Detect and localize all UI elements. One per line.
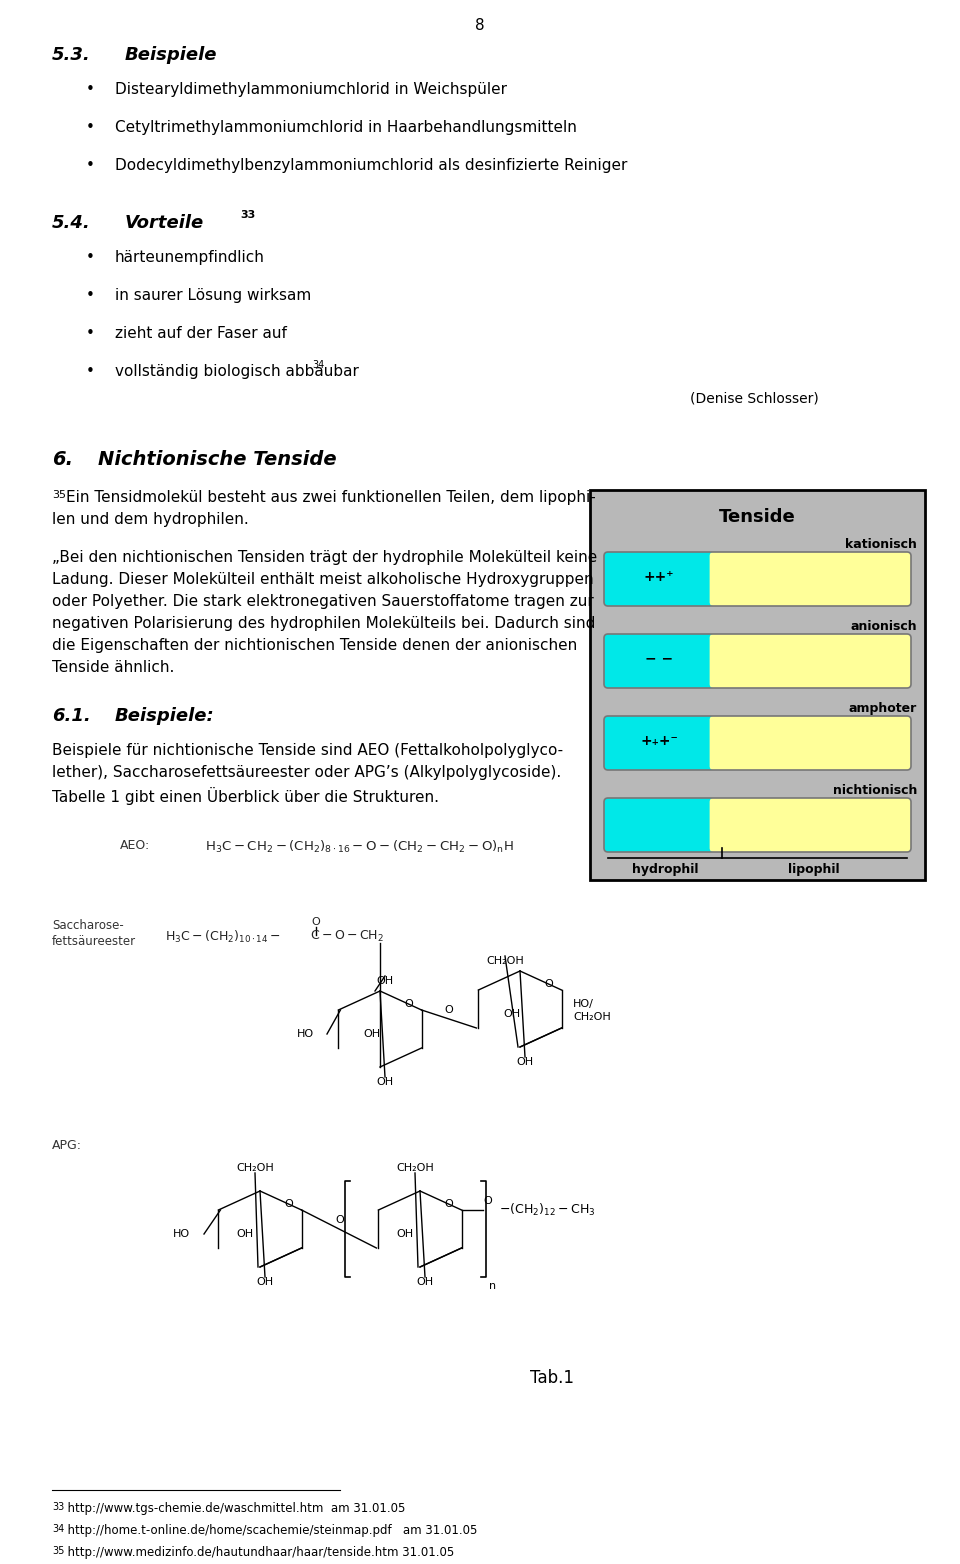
Text: O: O — [336, 1215, 345, 1225]
Text: Distearyldimethylammoniumchlorid in Weichspüler: Distearyldimethylammoniumchlorid in Weic… — [115, 81, 507, 97]
Text: Tenside: Tenside — [719, 508, 796, 526]
FancyBboxPatch shape — [709, 798, 911, 852]
Text: CH₂OH: CH₂OH — [573, 1012, 611, 1021]
Text: Tab.1: Tab.1 — [530, 1368, 574, 1387]
Text: 6.: 6. — [52, 450, 73, 469]
FancyBboxPatch shape — [709, 716, 911, 769]
Text: OH: OH — [256, 1276, 274, 1287]
Text: APG:: APG: — [52, 1139, 82, 1153]
Text: O: O — [483, 1196, 492, 1206]
Text: 33: 33 — [52, 1501, 64, 1512]
Text: $\mathregular{H_3C-CH_2-(CH_2)_{8\cdot16}-O-(CH_2-CH_2-O)_nH}$: $\mathregular{H_3C-CH_2-(CH_2)_{8\cdot16… — [205, 838, 514, 856]
Text: − −: − − — [645, 652, 673, 666]
Text: O: O — [444, 1200, 453, 1209]
FancyBboxPatch shape — [709, 552, 911, 605]
Text: CH₂OH: CH₂OH — [396, 1164, 434, 1173]
Text: CH₂OH: CH₂OH — [486, 956, 524, 967]
FancyBboxPatch shape — [604, 633, 726, 688]
Text: lether), Saccharosefettsäureester oder APG’s (Alkylpolyglycoside).: lether), Saccharosefettsäureester oder A… — [52, 765, 562, 780]
Bar — [590, 490, 925, 881]
Text: 5.4.: 5.4. — [52, 214, 91, 231]
Text: „Bei den nichtionischen Tensiden trägt der hydrophile Molekülteil keine: „Bei den nichtionischen Tensiden trägt d… — [52, 551, 597, 565]
Text: ++⁺: ++⁺ — [644, 569, 674, 583]
Text: •: • — [85, 364, 94, 378]
Text: hydrophil: hydrophil — [632, 863, 698, 876]
Text: Nichtionische Tenside: Nichtionische Tenside — [98, 450, 337, 469]
Text: anionisch: anionisch — [851, 619, 917, 633]
Text: http://www.tgs-chemie.de/waschmittel.htm  am 31.01.05: http://www.tgs-chemie.de/waschmittel.htm… — [60, 1501, 405, 1516]
Text: Saccharose-: Saccharose- — [52, 920, 124, 932]
Text: O: O — [284, 1200, 293, 1209]
Text: Cetyltrimethylammoniumchlorid in Haarbehandlungsmitteln: Cetyltrimethylammoniumchlorid in Haarbeh… — [115, 120, 577, 135]
Text: OH: OH — [376, 976, 394, 985]
Text: OH: OH — [396, 1229, 414, 1239]
Text: n: n — [489, 1281, 496, 1290]
Text: (Denise Schlosser): (Denise Schlosser) — [690, 393, 819, 407]
Text: Vorteile: Vorteile — [125, 214, 204, 231]
Text: 34: 34 — [312, 360, 324, 371]
Text: lipophil: lipophil — [788, 863, 840, 876]
Text: Beispiele für nichtionische Tenside sind AEO (Fettalkoholpolyglyco-: Beispiele für nichtionische Tenside sind… — [52, 743, 564, 759]
FancyBboxPatch shape — [604, 798, 726, 852]
Text: O: O — [404, 999, 413, 1009]
Text: in saurer Lösung wirksam: in saurer Lösung wirksam — [115, 288, 311, 303]
Text: vollständig biologisch abbaubar: vollständig biologisch abbaubar — [115, 364, 359, 378]
Text: +₊+⁻: +₊+⁻ — [640, 734, 678, 748]
Text: 8: 8 — [475, 19, 485, 33]
Text: oder Polyether. Die stark elektronegativen Sauerstoffatome tragen zur: oder Polyether. Die stark elektronegativ… — [52, 594, 593, 608]
Text: 33: 33 — [240, 210, 255, 221]
Text: 35: 35 — [52, 1545, 64, 1556]
Text: negativen Polarisierung des hydrophilen Molekülteils bei. Dadurch sind: negativen Polarisierung des hydrophilen … — [52, 616, 595, 630]
Text: zieht auf der Faser auf: zieht auf der Faser auf — [115, 325, 287, 341]
FancyBboxPatch shape — [604, 552, 726, 605]
Text: AEO:: AEO: — [120, 838, 151, 852]
Text: OH: OH — [376, 1078, 394, 1087]
Text: •: • — [85, 81, 94, 97]
Text: http://www.medizinfo.de/hautundhaar/haar/tenside.htm 31.01.05: http://www.medizinfo.de/hautundhaar/haar… — [60, 1545, 454, 1559]
Text: CH₂OH: CH₂OH — [236, 1164, 274, 1173]
Text: Beispiele: Beispiele — [125, 45, 218, 64]
Text: len und dem hydrophilen.: len und dem hydrophilen. — [52, 511, 249, 527]
Text: HO/: HO/ — [573, 999, 594, 1009]
Text: O: O — [544, 979, 553, 990]
Text: OH: OH — [417, 1276, 434, 1287]
Text: OH: OH — [516, 1057, 534, 1067]
Text: •: • — [85, 250, 94, 264]
Text: kationisch: kationisch — [845, 538, 917, 551]
Text: härteunempfindlich: härteunempfindlich — [115, 250, 265, 264]
Text: Tenside ähnlich.: Tenside ähnlich. — [52, 660, 175, 676]
Text: $\mathregular{-(CH_2)_{12}-CH_3}$: $\mathregular{-(CH_2)_{12}-CH_3}$ — [499, 1203, 595, 1218]
Text: HO: HO — [173, 1229, 190, 1239]
Text: •: • — [85, 288, 94, 303]
Text: O: O — [444, 1006, 453, 1015]
Text: fettsäureester: fettsäureester — [52, 935, 136, 948]
Text: nichtionisch: nichtionisch — [832, 784, 917, 798]
Text: amphoter: amphoter — [849, 702, 917, 715]
Text: die Eigenschaften der nichtionischen Tenside denen der anionischen: die Eigenschaften der nichtionischen Ten… — [52, 638, 577, 654]
Text: http://home.t-online.de/home/scachemie/steinmap.pdf   am 31.01.05: http://home.t-online.de/home/scachemie/s… — [60, 1523, 477, 1537]
Text: Ladung. Dieser Molekülteil enthält meist alkoholische Hydroxygruppen: Ladung. Dieser Molekülteil enthält meist… — [52, 572, 593, 586]
Text: 34: 34 — [52, 1523, 64, 1534]
Text: Beispiele:: Beispiele: — [115, 707, 215, 726]
Text: Ein Tensidmolekül besteht aus zwei funktionellen Teilen, dem lipophi-: Ein Tensidmolekül besteht aus zwei funkt… — [66, 490, 596, 505]
Text: 5.3.: 5.3. — [52, 45, 91, 64]
Text: $\mathregular{C-O-CH_2}$: $\mathregular{C-O-CH_2}$ — [310, 929, 384, 945]
Text: Tabelle 1 gibt einen Überblick über die Strukturen.: Tabelle 1 gibt einen Überblick über die … — [52, 787, 439, 805]
Text: 35: 35 — [52, 490, 66, 500]
Text: •: • — [85, 120, 94, 135]
Text: $\mathregular{H_3C-(CH_2)_{10\cdot14}-}$: $\mathregular{H_3C-(CH_2)_{10\cdot14}-}$ — [165, 929, 281, 945]
Text: OH: OH — [503, 1009, 520, 1020]
Text: •: • — [85, 158, 94, 174]
Text: HO: HO — [297, 1029, 314, 1038]
Text: OH: OH — [364, 1029, 380, 1038]
FancyBboxPatch shape — [604, 716, 726, 769]
Text: •: • — [85, 325, 94, 341]
FancyBboxPatch shape — [709, 633, 911, 688]
Text: 6.1.: 6.1. — [52, 707, 91, 726]
Text: O: O — [311, 917, 320, 927]
Text: Dodecyldimethylbenzylammoniumchlorid als desinfizierte Reiniger: Dodecyldimethylbenzylammoniumchlorid als… — [115, 158, 628, 174]
Text: OH: OH — [236, 1229, 253, 1239]
